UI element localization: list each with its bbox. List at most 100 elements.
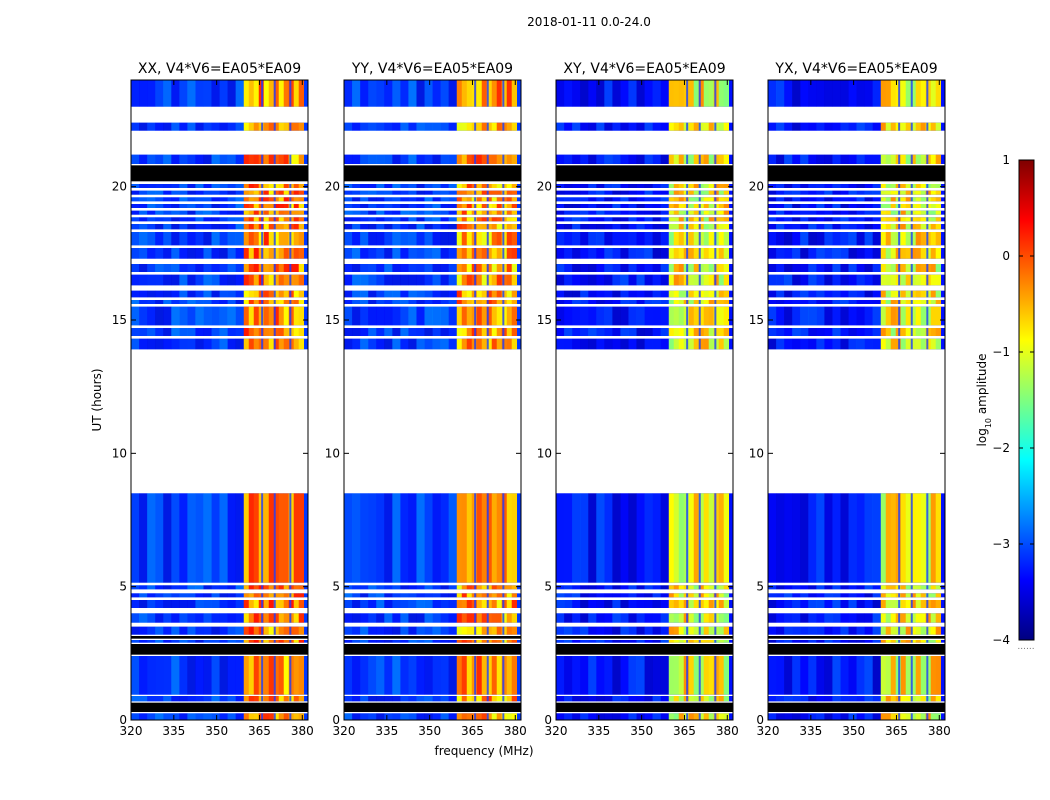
- rfi-cell: [708, 217, 715, 222]
- data-segment: [131, 696, 308, 702]
- noise-speckle: [832, 600, 841, 608]
- rfi-gap: [926, 306, 929, 326]
- noise-speckle: [556, 306, 565, 326]
- noise-speckle: [644, 80, 653, 107]
- rfi-cell: [496, 593, 503, 598]
- rfi-cell: [678, 600, 685, 608]
- rfi-cell: [273, 224, 280, 230]
- noise-speckle: [768, 274, 777, 286]
- noise-speckle: [564, 328, 573, 336]
- rfi-cell: [723, 154, 730, 164]
- noise-speckle: [376, 184, 385, 188]
- rfi-cell: [288, 204, 295, 208]
- noise-speckle: [556, 204, 565, 208]
- rfi-cell: [910, 154, 917, 164]
- noise-speckle: [352, 274, 361, 286]
- data-segment: [131, 600, 308, 608]
- y-tick-label: 20: [749, 180, 764, 194]
- noise-speckle: [800, 656, 809, 695]
- rfi-cell: [900, 600, 907, 608]
- rfi-cell: [688, 190, 695, 195]
- noise-speckle: [203, 184, 212, 188]
- noise-speckle: [360, 696, 369, 702]
- noise-speckle: [376, 197, 385, 202]
- data-segment: [131, 328, 308, 336]
- noise-speckle: [392, 600, 401, 608]
- rfi-cell: [915, 656, 922, 695]
- rfi-cell: [930, 197, 937, 202]
- noise-speckle: [219, 154, 228, 164]
- noise-speckle: [440, 300, 449, 304]
- rfi-gap: [289, 600, 292, 608]
- noise-speckle: [776, 197, 785, 202]
- noise-speckle: [448, 338, 457, 350]
- rfi-cell: [501, 122, 508, 131]
- data-segment: [556, 80, 733, 107]
- rfi-cell: [486, 626, 493, 635]
- noise-speckle: [211, 184, 220, 188]
- rfi-cell: [466, 306, 473, 326]
- rfi-cell: [713, 274, 720, 286]
- noise-speckle: [392, 248, 401, 259]
- rfi-cell: [506, 600, 513, 608]
- rfi-cell: [293, 600, 300, 608]
- noise-speckle: [768, 696, 777, 702]
- rfi-cell: [253, 338, 260, 350]
- noise-speckle: [448, 626, 457, 635]
- noise-speckle: [195, 80, 204, 107]
- rfi-cell: [900, 306, 907, 326]
- noise-speckle: [564, 204, 573, 208]
- noise-speckle: [432, 656, 441, 695]
- rfi-cell: [273, 338, 280, 350]
- rfi-cell: [288, 80, 295, 107]
- rfi-cell: [915, 190, 922, 195]
- rfi-gap: [926, 338, 929, 350]
- noise-speckle: [784, 248, 793, 259]
- rfi-cell: [248, 122, 255, 131]
- noise-speckle: [580, 626, 589, 635]
- noise-speckle: [384, 696, 393, 702]
- noise-speckle: [620, 713, 629, 720]
- rfi-gap: [898, 197, 901, 202]
- rfi-gap: [910, 713, 913, 720]
- rfi-cell: [708, 197, 715, 202]
- rfi-cell: [880, 248, 887, 259]
- rfi-cell: [673, 600, 680, 608]
- noise-speckle: [604, 306, 613, 326]
- rfi-cell: [718, 184, 725, 188]
- rfi-gap: [898, 290, 901, 298]
- noise-speckle: [147, 640, 156, 643]
- noise-speckle: [187, 122, 196, 131]
- y-tick-label: 20: [537, 180, 552, 194]
- noise-speckle: [440, 204, 449, 208]
- noise-speckle: [179, 122, 188, 131]
- rfi-gap: [898, 154, 901, 164]
- noise-speckle: [848, 585, 857, 590]
- data-segment: [344, 190, 521, 195]
- noise-speckle: [147, 217, 156, 222]
- rfi-cell: [718, 593, 725, 598]
- noise-speckle: [816, 640, 825, 643]
- rfi-cell: [253, 626, 260, 635]
- noise-speckle: [612, 184, 621, 188]
- noise-speckle: [448, 493, 457, 583]
- noise-speckle: [131, 600, 140, 608]
- rfi-cell: [268, 600, 275, 608]
- noise-speckle: [596, 328, 605, 336]
- noise-speckle: [660, 290, 669, 298]
- noise-speckle: [848, 613, 857, 623]
- noise-speckle: [644, 274, 653, 286]
- noise-speckle: [872, 122, 881, 131]
- panel-title: XX, V4*V6=EA05*EA09: [138, 61, 301, 77]
- noise-speckle: [612, 122, 621, 131]
- colorbar-tick-label: −4: [992, 633, 1010, 647]
- noise-speckle: [408, 210, 417, 215]
- noise-speckle: [448, 300, 457, 304]
- noise-speckle: [636, 613, 645, 623]
- noise-speckle: [840, 197, 849, 202]
- rfi-gap: [474, 613, 477, 623]
- noise-speckle: [432, 264, 441, 272]
- noise-speckle: [360, 493, 369, 583]
- noise-speckle: [384, 232, 393, 246]
- noise-speckle: [768, 626, 777, 635]
